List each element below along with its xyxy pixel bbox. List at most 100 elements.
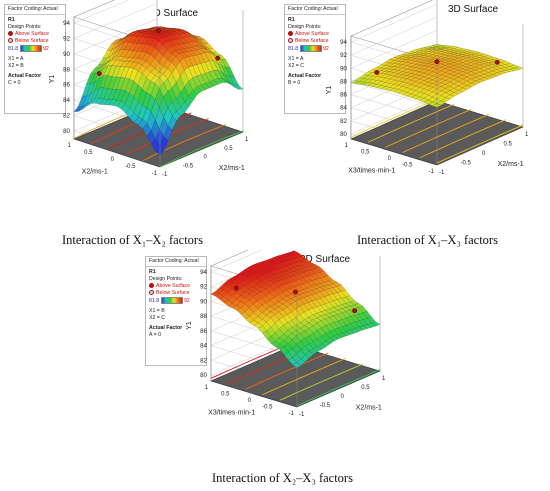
below-label: Below Surface	[156, 290, 190, 297]
z-tick-label: 94	[200, 269, 207, 276]
surface-facet	[514, 66, 524, 70]
chart-title: 3D Surface	[448, 4, 499, 15]
color-scale: 81.8 92	[288, 45, 342, 53]
response-name: R1	[149, 269, 156, 276]
actual-factor-label: Actual Factor	[149, 325, 183, 331]
y-tick-label: 1	[245, 137, 249, 143]
color-scale-bar	[160, 297, 183, 305]
design-points-label: Design Points:	[8, 24, 42, 31]
wall-gridline	[350, 16, 438, 56]
figure-caption: Interaction of X₁–X₃ factors	[357, 233, 498, 247]
x1-mapping: X1 = A	[288, 55, 304, 62]
x1-mapping: X1 = B	[149, 307, 165, 314]
y-tick-label: -1	[299, 412, 305, 418]
z-tick-label: 90	[340, 65, 347, 72]
color-scale: 81.8 92	[149, 297, 203, 305]
x-tick-label: 0	[248, 398, 252, 404]
response-name: R1	[288, 17, 295, 24]
actual-factor-label: Actual Factor	[8, 73, 42, 79]
x2-mapping: X2 = C	[149, 314, 166, 321]
design-point-above	[215, 55, 221, 61]
z-tick-label: 80	[63, 128, 70, 135]
design-point-above	[293, 289, 298, 295]
y-axis-label: X2/ms-1	[498, 161, 524, 168]
chart-title: 3D Surface	[300, 254, 351, 265]
actual-factor-label: Actual Factor	[288, 73, 322, 79]
z-tick-label: 84	[200, 343, 207, 350]
design-point-above	[233, 285, 239, 291]
below-dot-icon	[149, 290, 154, 296]
wall-gridline	[350, 3, 438, 43]
floor-contour	[142, 124, 226, 162]
scale-max: 92	[43, 45, 49, 52]
x-tick-label: 0.5	[361, 150, 370, 156]
surface-svg: 94 92 90 88 86 84 82 80 Y1 1 0.5 0 -0.5 -1 X2/ms-1 -1 -0…	[49, 0, 249, 178]
color-scale-bar	[19, 45, 42, 53]
legend-box: Factor Coding: Actual R1 Design Points: …	[284, 4, 346, 114]
y-axis-label: X2/ms-1	[356, 404, 382, 411]
wall-gridline	[73, 3, 158, 39]
surface-svg: 94 92 90 88 86 84 82 80 Y1 1 0.5 0 -0.5 -1 X3/times·mi…	[326, 0, 529, 176]
surface-svg: 94 92 90 88 86 84 82 80 Y1 1 0.5 0 -0.5 -1 X3/times·mi…	[186, 250, 386, 418]
surface-plot-1: Factor Coding: Actual R1 Design Points: …	[0, 0, 275, 250]
below-dot-icon	[288, 38, 293, 44]
z-tick-label: 86	[340, 92, 347, 99]
y-tick-label: 1	[382, 376, 386, 382]
surface-facet	[234, 84, 244, 90]
z-tick-label: 80	[200, 372, 207, 379]
above-surface-entry: Above Surface	[288, 31, 342, 38]
x-tick-label: -1	[289, 411, 295, 417]
scale-max: 92	[323, 45, 329, 52]
design-points-label: Design Points:	[288, 24, 322, 31]
x-tick-label: 1	[205, 385, 209, 391]
z-tick-label: 80	[340, 131, 347, 138]
z-tick-label: 94	[63, 20, 70, 27]
x-axis-label: X2/ms-1	[82, 169, 108, 176]
x-tick-label: 1	[68, 143, 72, 149]
z-tick-label: 82	[200, 357, 207, 364]
x-tick-label: 0	[111, 157, 115, 163]
z-axis-label: Y1	[326, 86, 333, 95]
floor-contour	[159, 130, 244, 168]
z-tick-label: 90	[63, 51, 70, 58]
below-label: Below Surface	[295, 38, 329, 45]
floor-contour	[368, 103, 455, 143]
y-tick-label: 0.5	[361, 385, 370, 391]
below-surface-entry: Below Surface	[149, 290, 203, 297]
legend-box: Factor Coding: Actual R1 Design Points: …	[145, 256, 207, 366]
z-axis-label: Y1	[186, 321, 193, 330]
x-tick-label: -0.5	[402, 163, 413, 169]
x-tick-label: -0.5	[125, 164, 136, 170]
z-tick-label: 92	[63, 35, 70, 42]
surface-plot-2: Factor Coding: Actual R1 Design Points: …	[275, 0, 550, 250]
design-point-above	[156, 27, 161, 33]
design-point-above	[434, 59, 440, 65]
z-tick-label: 84	[63, 97, 70, 104]
x1-mapping: X1 = A	[8, 55, 24, 62]
scale-max: 92	[184, 297, 190, 304]
below-label: Below Surface	[15, 38, 49, 45]
z-tick-label: 92	[340, 52, 347, 59]
color-scale-bar	[299, 45, 322, 53]
design-point-above	[352, 308, 358, 314]
x-tick-label: -1	[152, 171, 158, 177]
x-axis-label: X3/times·min-1	[348, 168, 395, 175]
figure-caption: Interaction of X₁–X₂ factors	[62, 233, 203, 247]
z-tick-label: 84	[340, 105, 347, 112]
z-tick-label: 88	[340, 78, 347, 85]
actual-factor-value: A = 0	[149, 332, 161, 339]
x-tick-label: 0.5	[221, 392, 230, 398]
x-tick-label: 0	[388, 156, 392, 162]
z-tick-label: 88	[200, 313, 207, 320]
figure-caption: Interaction of X₂–X₃ factors	[212, 471, 353, 485]
x-tick-label: -1	[429, 169, 435, 175]
z-axis-label: Y1	[49, 75, 56, 84]
y-axis-label: X2/ms-1	[219, 165, 245, 172]
wall-gridline	[73, 0, 130, 24]
above-label: Above Surface	[295, 31, 330, 38]
z-tick-label: 88	[63, 66, 70, 73]
z-tick-label: 86	[63, 82, 70, 89]
below-surface-entry: Below Surface	[288, 38, 342, 45]
y-tick-label: 0	[341, 394, 345, 400]
floor-contour	[385, 108, 472, 148]
